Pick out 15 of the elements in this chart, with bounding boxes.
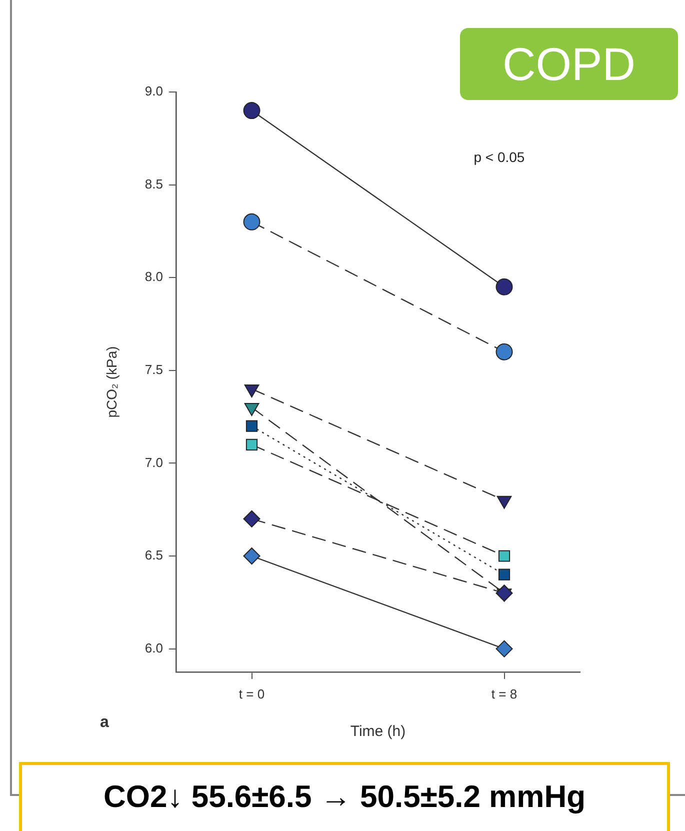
chart-title: COPD <box>460 28 678 100</box>
text: CO2↓ 55.6±6.5 → 50.5±5.2 mmHg <box>19 762 670 831</box>
x-axis-title: Time (h) <box>350 723 406 740</box>
y-tick-label: 8.5 <box>144 176 163 192</box>
x-tick-label: t = 8 <box>491 686 518 702</box>
y-tick-label: 6.0 <box>144 640 163 656</box>
y-tick-label: 7.5 <box>144 362 163 377</box>
y-tick-label: 7.0 <box>144 454 163 470</box>
x-tick-label: t = 0 <box>238 686 265 702</box>
y-tick-label: 9.0 <box>144 84 163 99</box>
text: a <box>100 714 109 732</box>
annotation: p < 0.05 <box>474 148 525 165</box>
y-tick-label: 6.5 <box>144 548 163 563</box>
y-tick-label: 8.0 <box>144 269 163 284</box>
y-axis-title: pCO₂ (kPa) <box>103 346 120 418</box>
